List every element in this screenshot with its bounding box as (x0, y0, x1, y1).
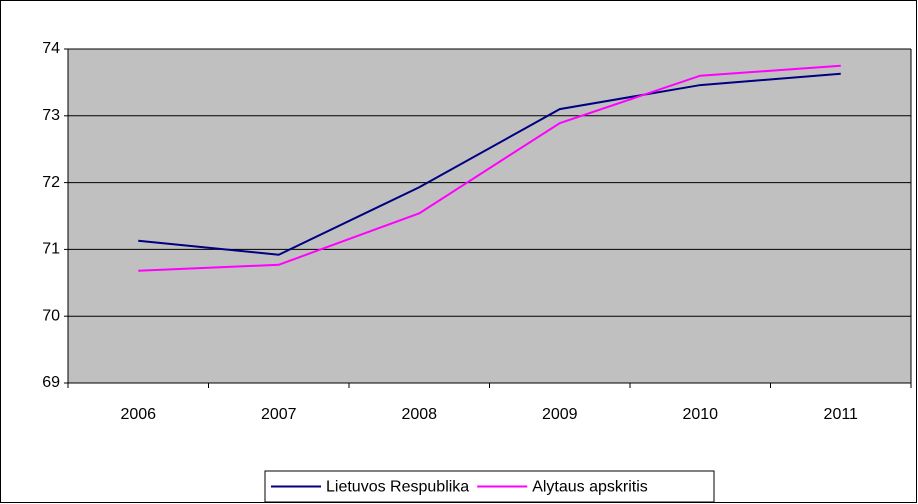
x-tick-label: 2011 (824, 406, 859, 423)
y-tick-label: 71 (42, 241, 60, 258)
y-tick-label: 73 (42, 107, 60, 124)
y-tick-label: 70 (42, 307, 60, 324)
series-line (138, 72, 841, 256)
x-tick-label: 2007 (261, 406, 297, 423)
x-tick-label: 2010 (682, 406, 718, 423)
x-tick-label: 2008 (401, 406, 437, 423)
x-tick-label: 2006 (120, 406, 156, 423)
series-line (138, 64, 841, 272)
legend-label: Lietuvos Respublika (326, 479, 469, 496)
plot-area (68, 49, 911, 383)
legend-label: Alytaus apskritis (532, 479, 648, 496)
y-tick-label: 69 (42, 374, 60, 391)
x-tick-label: 2009 (542, 406, 578, 423)
y-tick-label: 74 (42, 40, 60, 57)
y-tick-label: 72 (42, 174, 60, 191)
